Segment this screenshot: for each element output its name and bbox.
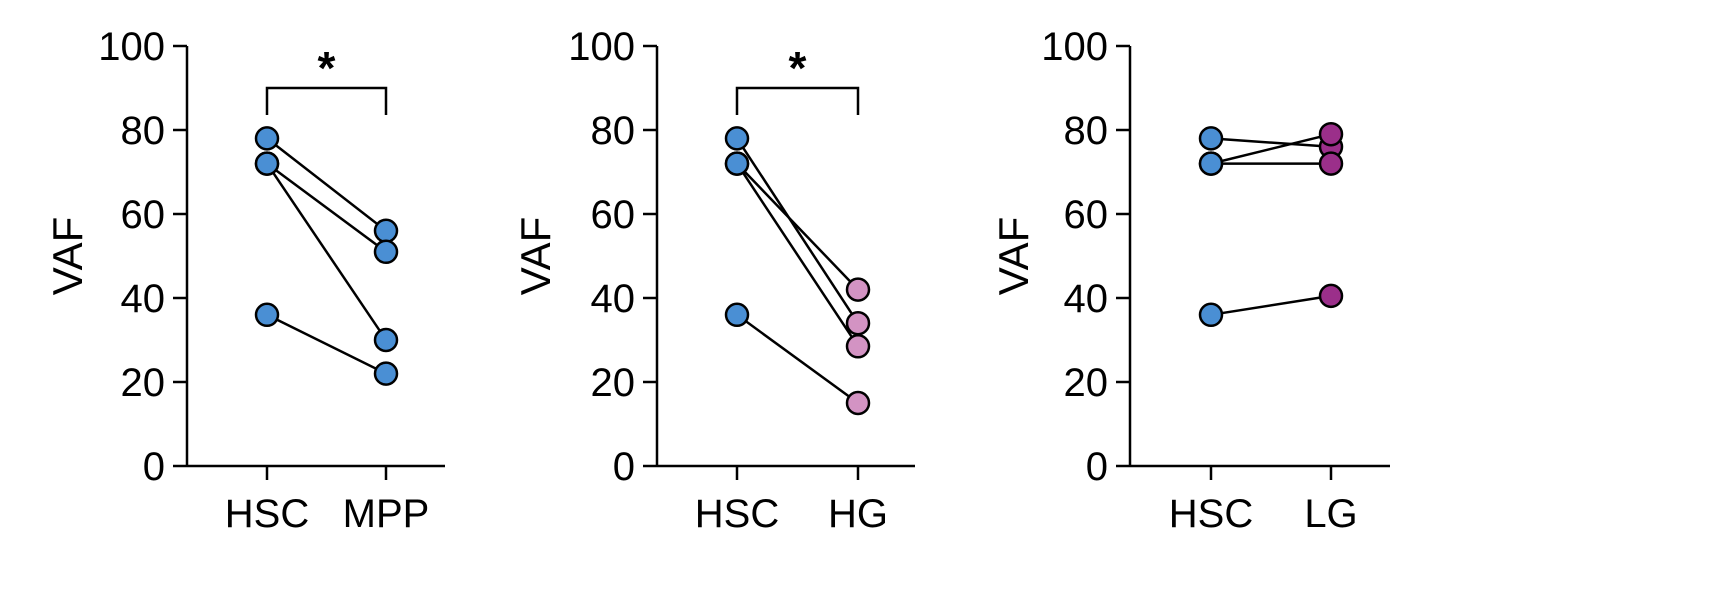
pair-line (1210, 294, 1332, 317)
panel-3: 0 20 40 60 80 100 HSC LG VAF (990, 25, 1390, 536)
pair-line (266, 137, 387, 232)
data-point-hsc (1198, 302, 1224, 328)
x-category-label: HSC (1169, 492, 1253, 536)
data-point-mpp (373, 218, 399, 244)
pair-line (735, 137, 860, 324)
data-point-hg (845, 390, 871, 416)
data-point-hsc (1198, 126, 1224, 151)
significance-label: * (789, 42, 807, 94)
data-point-hg (845, 277, 871, 302)
data-point-lg (1318, 151, 1344, 176)
pair-line (265, 162, 388, 341)
y-tick-label: 40 (121, 277, 166, 321)
pair-line (736, 313, 859, 405)
panel-2: 0 20 40 60 80 100 HSC HG VAF * (512, 25, 915, 536)
y-tick-label: 80 (1064, 109, 1109, 153)
data-point-hsc (724, 126, 750, 151)
y-tick-label: 0 (613, 445, 635, 489)
y-tick-label: 20 (1064, 361, 1109, 405)
data-point-hg (845, 310, 871, 336)
x-category-label: HSC (225, 492, 309, 536)
y-tick-label: 0 (1086, 445, 1108, 489)
data-point-hsc (724, 302, 750, 328)
pair-line (266, 313, 387, 375)
y-tick-label: 20 (121, 361, 166, 405)
significance-bracket (735, 86, 860, 115)
data-point-hsc (724, 151, 750, 176)
data-point-hsc (254, 151, 280, 176)
data-point-lg (1318, 283, 1344, 309)
y-tick-label: 80 (591, 109, 636, 153)
y-tick-label: 80 (121, 109, 166, 153)
data-point-mpp (373, 327, 399, 353)
data-point-lg (1318, 121, 1344, 147)
data-point-hsc (254, 126, 280, 151)
pair-line (266, 162, 387, 253)
y-tick-label: 60 (591, 193, 636, 237)
data-point-hg (845, 334, 871, 359)
data-point-hsc (254, 302, 280, 328)
x-category-label: HSC (695, 492, 779, 536)
significance-label: * (318, 42, 336, 94)
x-category-label: HG (828, 492, 888, 536)
y-tick-label: 40 (591, 277, 636, 321)
data-point-mpp (373, 361, 399, 386)
y-tick-label: 100 (98, 25, 165, 69)
data-point-mpp (373, 239, 399, 265)
data-point-hsc (1198, 151, 1224, 176)
y-tick-label: 100 (1041, 25, 1108, 69)
pair-line (1210, 137, 1332, 149)
significance-bracket (265, 86, 388, 115)
y-tick-label: 0 (143, 445, 165, 489)
y-tick-label: 60 (121, 193, 166, 237)
y-tick-label: 20 (591, 361, 636, 405)
y-tick-label: 60 (1064, 193, 1109, 237)
pair-line (1210, 132, 1332, 165)
y-tick-label: 40 (1064, 277, 1109, 321)
y-axis-title: VAF (512, 217, 559, 296)
y-axis-title: VAF (990, 217, 1037, 296)
pair-line (735, 162, 860, 347)
y-tick-label: 100 (568, 25, 635, 69)
x-category-label: MPP (343, 492, 430, 536)
pair-line (736, 162, 859, 291)
panel-1: 0 20 40 60 80 100 HSC MPP VAF * (44, 25, 445, 536)
y-axis-title: VAF (44, 217, 91, 296)
x-category-label: LG (1304, 492, 1357, 536)
